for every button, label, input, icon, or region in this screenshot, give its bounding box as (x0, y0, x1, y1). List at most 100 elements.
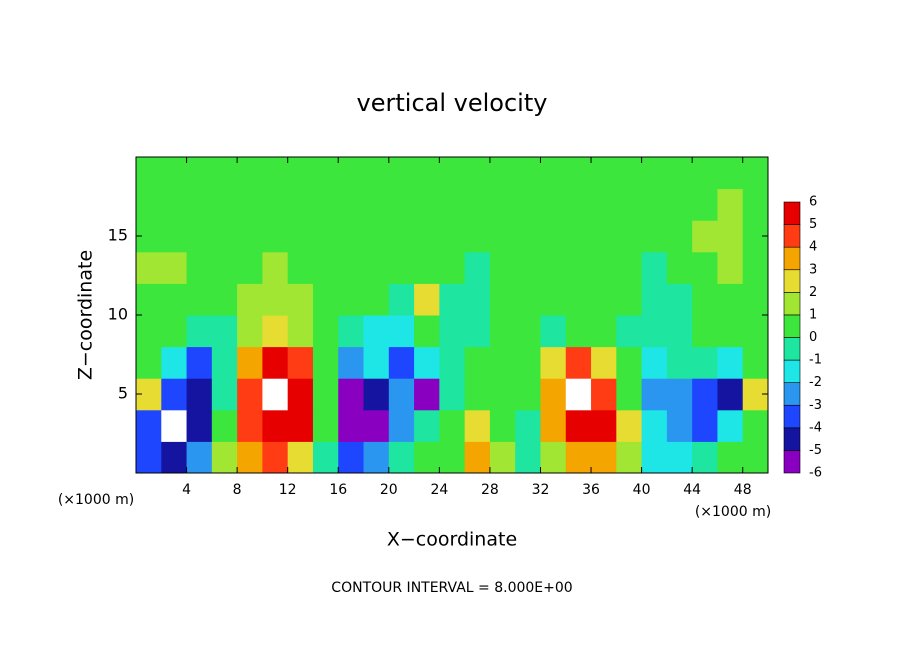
cell (363, 441, 390, 474)
cell (515, 378, 541, 411)
cell (211, 283, 238, 316)
cell (388, 188, 415, 221)
field (136, 157, 769, 474)
y-axis-label: Z−coordinate (75, 250, 97, 380)
cell (666, 220, 693, 253)
cell (742, 283, 769, 316)
cell (464, 315, 491, 348)
cell (540, 188, 567, 221)
cell (186, 220, 213, 253)
cell (338, 409, 365, 442)
cell (262, 188, 289, 221)
cell (237, 409, 263, 442)
cell (237, 220, 263, 253)
cell (338, 378, 365, 411)
cell (237, 346, 263, 379)
cell (186, 251, 213, 284)
cell (262, 409, 289, 442)
cell (237, 315, 263, 348)
cell (489, 378, 516, 411)
cell (414, 220, 440, 253)
cell (489, 346, 516, 379)
cell (692, 315, 718, 348)
y-tick-label: 15 (108, 226, 128, 245)
cell (161, 441, 188, 474)
cell (439, 346, 466, 379)
cell (211, 220, 238, 253)
cell (161, 283, 188, 316)
cell (565, 378, 592, 411)
cell (338, 188, 365, 221)
cell (439, 251, 466, 284)
cell (439, 188, 466, 221)
cell (515, 157, 541, 190)
cell (211, 157, 238, 190)
cell (464, 409, 491, 442)
cell (641, 220, 668, 253)
cell (540, 251, 567, 284)
x-tick-label: 48 (734, 482, 752, 498)
cell (211, 378, 238, 411)
cell (287, 409, 314, 442)
cell (717, 220, 744, 253)
cell (161, 220, 188, 253)
cell (565, 157, 592, 190)
cell (287, 157, 314, 190)
cell (692, 409, 718, 442)
cell (388, 157, 415, 190)
cell (186, 409, 213, 442)
cell (616, 283, 643, 316)
cell (312, 251, 339, 284)
cell (211, 251, 238, 284)
cell (439, 157, 466, 190)
cell (565, 188, 592, 221)
cell (388, 441, 415, 474)
cell (237, 251, 263, 284)
cell (464, 157, 491, 190)
cell (515, 346, 541, 379)
cell (515, 409, 541, 442)
cell (136, 283, 162, 316)
cell (237, 188, 263, 221)
cell (591, 346, 617, 379)
cell (540, 346, 567, 379)
cell (439, 315, 466, 348)
cell (666, 283, 693, 316)
cell (616, 378, 643, 411)
cell (616, 157, 643, 190)
cell (161, 157, 188, 190)
cell (186, 188, 213, 221)
cell (439, 283, 466, 316)
cell (312, 188, 339, 221)
cell (338, 157, 365, 190)
cell (262, 346, 289, 379)
cell (742, 409, 769, 442)
cell (363, 283, 390, 316)
cell (312, 409, 339, 442)
cell (161, 409, 188, 442)
cell (742, 441, 769, 474)
colorbar-swatch (783, 404, 801, 429)
cell (363, 157, 390, 190)
cell (363, 378, 390, 411)
cell (742, 157, 769, 190)
axes: 4 8 12 16 20 24 28 32 36 40 44 4851015-6-5-4-3-2-10… (108, 156, 822, 498)
cell (717, 188, 744, 221)
cell (692, 220, 718, 253)
cell (211, 409, 238, 442)
x-tick-label: 24 (430, 482, 448, 498)
cell (641, 315, 668, 348)
cell (312, 315, 339, 348)
y-tick-label: 10 (108, 305, 128, 324)
cell (717, 409, 744, 442)
chart-title: vertical velocity (357, 89, 548, 117)
colorbar-label: 0 (809, 330, 817, 345)
cell (186, 378, 213, 411)
cell (540, 220, 567, 253)
colorbar-label: 2 (809, 285, 817, 300)
cell (666, 188, 693, 221)
cell (161, 188, 188, 221)
cell (363, 315, 390, 348)
cell (262, 157, 289, 190)
